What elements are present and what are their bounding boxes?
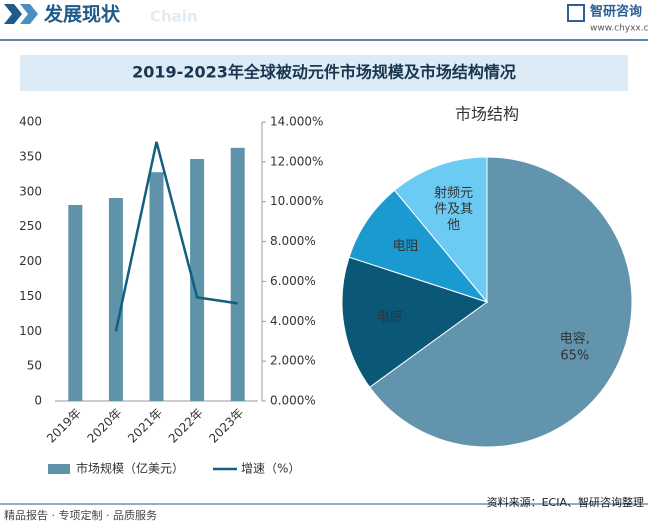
y2-tick-label: 2.000% (270, 354, 316, 368)
x-tick-label: 2021年 (125, 406, 165, 446)
source: 资料来源：ECIA、智研咨询整理 (487, 495, 644, 509)
chart-title: 2019-2023年全球被动元件市场规模及市场结构情况 (132, 63, 516, 82)
y2-tick-label: 12.000% (270, 154, 323, 168)
bar (149, 172, 164, 401)
header-subtitle: Chain (150, 8, 198, 26)
legend-swatch (48, 464, 70, 474)
y2-tick-label: 4.000% (270, 314, 316, 328)
y2-tick-label: 0.000% (270, 394, 316, 408)
pie-title: 市场结构 (455, 105, 519, 124)
y2-tick-label: 14.000% (270, 115, 323, 129)
bar (230, 147, 245, 401)
title-band (20, 55, 628, 91)
y2-tick-label: 6.000% (270, 274, 316, 288)
y2-tick-label: 8.000% (270, 234, 316, 248)
pie-slice (341, 256, 489, 388)
pie-slice (348, 189, 489, 304)
bar (68, 205, 83, 401)
pie-slice (393, 156, 488, 304)
y-tick-label: 150 (19, 289, 42, 303)
y-tick-label: 300 (19, 184, 42, 198)
bar (108, 198, 123, 401)
url: www.chyxx.com (590, 24, 648, 34)
brand: 智研咨询 (590, 4, 642, 20)
y2-tick-label: 10.000% (270, 194, 323, 208)
logo (567, 4, 585, 22)
x-tick-label: 2023年 (206, 406, 246, 446)
chevron (4, 4, 22, 24)
chevron (20, 4, 38, 24)
slice-label: 射频元件及其他 (434, 185, 473, 233)
y-tick-label: 400 (19, 115, 42, 129)
y-tick-label: 350 (19, 149, 42, 163)
legend-label: 市场规模（亿美元） (76, 461, 184, 476)
header-title: 发展现状 (43, 3, 121, 26)
legend-label: 增速（%） (241, 462, 300, 476)
slice-label: 电感 (377, 309, 403, 325)
value-label: 65% (560, 348, 589, 363)
x-tick-label: 2019年 (44, 406, 84, 446)
slice-label: 电阻 (392, 239, 418, 254)
pie-slice (368, 156, 633, 448)
bar (190, 158, 205, 401)
y-tick-label: 0 (34, 394, 42, 408)
slice-label: 电容, (560, 330, 590, 346)
x-tick-label: 2020年 (85, 406, 125, 446)
y-tick-label: 100 (19, 324, 42, 338)
line (114, 141, 238, 332)
y-tick-label: 50 (27, 359, 42, 373)
footer-left: 精品报告 · 专项定制 · 品质服务 (4, 508, 157, 522)
x-tick-label: 2022年 (166, 406, 206, 446)
y-tick-label: 200 (19, 254, 42, 268)
y-tick-label: 250 (19, 219, 42, 233)
